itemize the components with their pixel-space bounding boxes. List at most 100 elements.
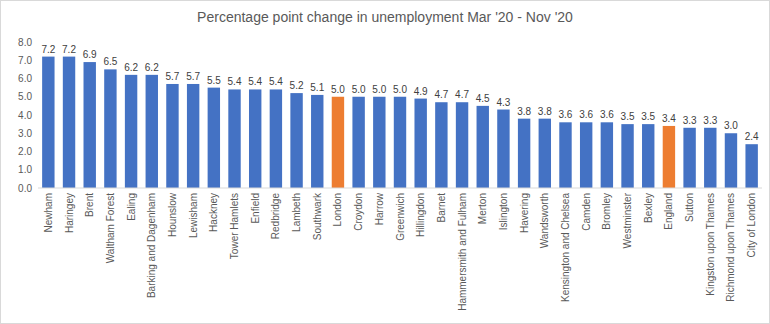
data-label: 5.7 — [186, 71, 200, 82]
data-label: 4.9 — [414, 86, 428, 97]
labels: 7.27.26.96.56.26.25.75.75.55.45.45.45.25… — [41, 44, 759, 311]
x-tick-label: Hackney — [208, 193, 219, 232]
data-label: 3.8 — [517, 106, 531, 117]
data-label: 3.6 — [600, 109, 614, 120]
x-tick-label: Barking and Dagenham — [146, 193, 157, 298]
tick-mark — [34, 78, 38, 79]
bar — [497, 110, 509, 188]
y-tick-label: 2.0 — [18, 146, 32, 157]
data-label: 4.7 — [455, 89, 469, 100]
chart-border — [1, 1, 770, 324]
bar — [270, 89, 282, 188]
x-tick-label: Lambeth — [291, 193, 302, 232]
x-tick-label: Tower Hamlets — [229, 193, 240, 259]
x-tick-label: Newham — [43, 193, 54, 232]
bar — [394, 97, 406, 188]
x-tick-label: Westminster — [622, 192, 633, 248]
data-label: 5.1 — [310, 82, 324, 93]
bar — [352, 97, 364, 188]
data-label: 3.5 — [641, 111, 655, 122]
bar — [166, 84, 178, 188]
chart: Percentage point change in unemployment … — [0, 0, 770, 324]
data-label: 5.4 — [248, 76, 262, 87]
data-label: 3.0 — [724, 120, 738, 131]
tick-mark — [34, 96, 38, 97]
data-label: 5.0 — [352, 84, 366, 95]
data-label: 5.2 — [290, 80, 304, 91]
x-tick-label: Kingston upon Thames — [705, 193, 716, 296]
x-tick-label: Harrow — [374, 192, 385, 225]
bar — [311, 95, 323, 188]
x-tick-label: Southwark — [312, 192, 323, 240]
x-tick-label: Croydon — [353, 193, 364, 231]
data-label: 5.0 — [331, 84, 345, 95]
bar — [104, 69, 116, 188]
data-label: 3.3 — [703, 115, 717, 126]
x-tick-label: Islington — [498, 193, 509, 230]
x-tick-label: Merton — [477, 193, 488, 224]
bar — [42, 57, 54, 188]
bar — [84, 62, 96, 188]
tick-mark — [34, 42, 38, 43]
data-label: 3.6 — [559, 109, 573, 120]
data-label: 5.0 — [393, 84, 407, 95]
data-label: 6.2 — [145, 62, 159, 73]
bar — [63, 57, 75, 188]
bar — [725, 133, 737, 188]
y-tick-label: 1.0 — [18, 164, 32, 175]
bar — [601, 122, 613, 188]
tick-mark — [34, 60, 38, 61]
data-label: 5.4 — [228, 76, 242, 87]
title: Percentage point change in unemployment … — [197, 9, 573, 25]
data-label: 4.7 — [434, 89, 448, 100]
x-tick-label: Hammersmith and Fulham — [457, 193, 468, 311]
bar — [414, 99, 426, 188]
bar — [559, 122, 571, 188]
tick-mark — [34, 188, 38, 189]
bar — [663, 126, 675, 188]
y-tick-label: 5.0 — [18, 91, 32, 102]
data-label: 7.2 — [62, 44, 76, 55]
x-tick-label: Richmond upon Thames — [725, 193, 736, 302]
bar — [518, 119, 530, 188]
x-axis-line — [38, 188, 762, 189]
data-label: 3.8 — [538, 106, 552, 117]
y-tick-label: 7.0 — [18, 55, 32, 66]
data-label: 4.5 — [476, 93, 490, 104]
x-tick-label: Sutton — [684, 193, 695, 222]
data-label: 2.4 — [745, 131, 759, 142]
bar — [704, 128, 716, 188]
data-label: 6.5 — [103, 56, 117, 67]
data-label: 7.2 — [41, 44, 55, 55]
data-label: 3.6 — [579, 109, 593, 120]
x-tick-label: Barnet — [436, 193, 447, 223]
bar — [435, 102, 447, 188]
x-tick-label: Waltham Forest — [105, 193, 116, 263]
bar — [146, 75, 158, 188]
data-label: 5.0 — [372, 84, 386, 95]
y-tick-label: 6.0 — [18, 73, 32, 84]
x-tick-label: Redbridge — [270, 193, 281, 240]
x-tick-label: Ealing — [126, 193, 137, 221]
data-label: 3.4 — [662, 113, 676, 124]
data-label: 5.5 — [207, 75, 221, 86]
bar — [539, 119, 551, 188]
bar — [125, 75, 137, 188]
x-tick-label: City of London — [746, 193, 757, 258]
bar — [745, 144, 757, 188]
x-tick-label: Haringey — [64, 193, 75, 233]
bar — [477, 106, 489, 188]
data-label: 6.9 — [83, 49, 97, 60]
tick-mark — [34, 133, 38, 134]
tick-mark — [34, 115, 38, 116]
tick-mark — [34, 151, 38, 152]
x-tick-label: Greenwich — [395, 193, 406, 241]
y-tick-label: 8.0 — [18, 37, 32, 48]
x-tick-label: Wandsworth — [539, 193, 550, 248]
bar — [332, 97, 344, 188]
y-tick-label: 4.0 — [18, 110, 32, 121]
x-tick-label: England — [663, 193, 674, 230]
x-tick-label: Camden — [581, 193, 592, 231]
bar — [456, 102, 468, 188]
tick-mark — [34, 169, 38, 170]
